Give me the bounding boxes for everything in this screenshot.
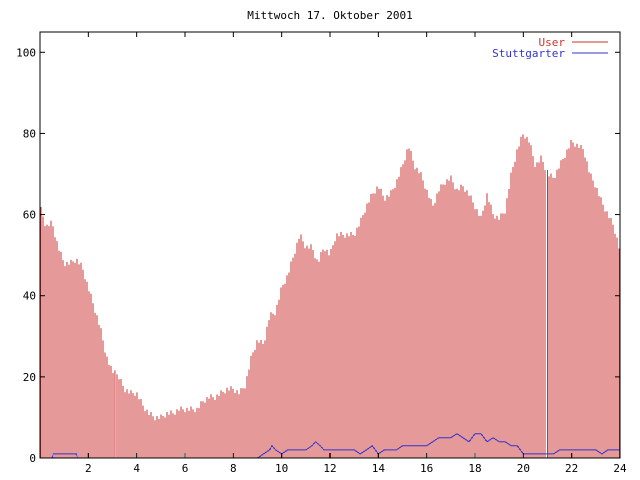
x-tick-label: 10 [275, 462, 288, 475]
y-tick-label: 80 [23, 127, 36, 140]
x-tick-label: 4 [133, 462, 140, 475]
y-tick-label: 0 [29, 452, 36, 465]
x-tick-label: 22 [565, 462, 578, 475]
x-tick-label: 18 [468, 462, 481, 475]
x-tick-label: 24 [613, 462, 627, 475]
x-tick-label: 8 [230, 462, 237, 475]
chart-title: Mittwoch 17. Oktober 2001 [247, 9, 413, 22]
x-tick-label: 20 [517, 462, 530, 475]
stuttgarter-line [40, 433, 620, 459]
y-tick-label: 60 [23, 209, 36, 222]
x-tick-label: 12 [323, 462, 336, 475]
x-tick-label: 2 [85, 462, 92, 475]
x-tick-label: 6 [182, 462, 189, 475]
y-tick-label: 40 [23, 290, 36, 303]
y-tick-label: 20 [23, 371, 36, 384]
legend-user-label: User [539, 36, 566, 49]
x-tick-label: 16 [420, 462, 433, 475]
stuttgarter-line-layer [40, 433, 620, 459]
legend-stuttgarter-label: Stuttgarter [492, 47, 565, 60]
user-bars [40, 134, 620, 458]
x-tick-label: 14 [372, 462, 386, 475]
legend: User Stuttgarter [492, 36, 608, 60]
y-tick-label: 100 [16, 46, 36, 59]
